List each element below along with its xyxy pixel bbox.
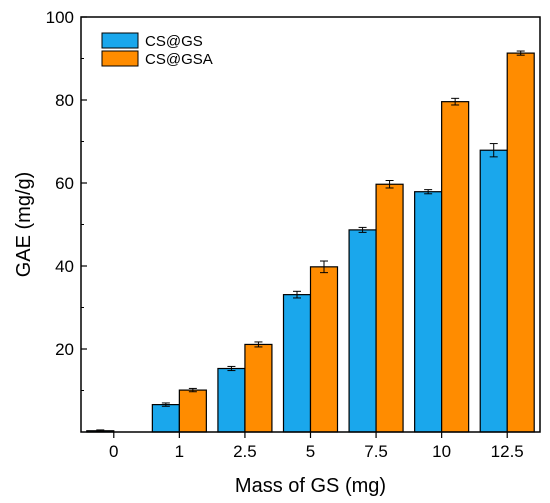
- bar-cs-gsa-12_5: [506, 52, 535, 433]
- error-bar-cs-gs-12_5: [489, 143, 498, 158]
- y-axis: 20 40 60 80 100: [46, 8, 87, 391]
- legend-swatch-cs-gsa: [101, 50, 139, 67]
- error-bar-cs-gs-2_5: [227, 365, 236, 372]
- bar-cs-gsa-2_5: [244, 343, 273, 433]
- bar-cs-gsa-7_5: [375, 183, 404, 433]
- y-tick-label: 80: [55, 91, 74, 110]
- error-bar-cs-gs-7_5: [358, 226, 367, 233]
- bar-cs-gsa-5: [309, 266, 339, 433]
- legend-label-cs-gs: CS@GS: [145, 33, 203, 50]
- x-tick-label: 2.5: [233, 442, 257, 461]
- bar-cs-gsa-1: [178, 389, 207, 433]
- error-bar-cs-gs-10: [424, 189, 433, 195]
- error-bars-layer: [96, 50, 525, 433]
- y-tick-label: 40: [55, 257, 74, 276]
- y-tick-label: 20: [55, 340, 74, 359]
- error-bar-cs-gsa-12_5: [516, 50, 525, 56]
- x-tick-label: 0: [109, 442, 118, 461]
- y-tick-label: 100: [46, 8, 74, 27]
- error-bar-cs-gsa-2_5: [254, 341, 263, 348]
- error-bar-cs-gsa-5: [320, 260, 328, 274]
- x-tick-label: 7.5: [364, 442, 388, 461]
- legend-swatch-cs-gs: [101, 32, 139, 49]
- x-tick-label: 5: [306, 442, 315, 461]
- bar-cs-gs-1: [151, 404, 180, 433]
- x-tick-label: 10: [432, 442, 451, 461]
- x-axis: 0 1 2.5 5 7.5 10 12.5: [109, 432, 524, 461]
- error-bar-cs-gsa-7_5: [385, 180, 394, 189]
- error-bar-cs-gs-1: [161, 402, 170, 407]
- bar-cs-gs-12_5: [479, 149, 508, 433]
- bar-cs-gs-5: [282, 294, 312, 433]
- bar-cs-gsa-10: [441, 101, 470, 433]
- error-bar-cs-gsa-10: [451, 97, 460, 106]
- legend-label-cs-gsa: CS@GSA: [145, 51, 213, 68]
- bar-cs-gs-7_5: [348, 229, 377, 433]
- bars-layer: [86, 52, 535, 433]
- legend: CS@GS CS@GSA: [101, 32, 213, 68]
- x-tick-label: 12.5: [491, 442, 524, 461]
- error-bar-cs-gsa-1: [188, 387, 197, 393]
- x-axis-title: Mass of GS (mg): [235, 475, 386, 497]
- error-bar-cs-gs-5: [293, 290, 301, 299]
- y-tick-label: 60: [55, 174, 74, 193]
- bar-cs-gs-2_5: [217, 367, 246, 433]
- y-axis-title: GAE (mg/g): [13, 172, 35, 278]
- x-tick-label: 1: [175, 442, 184, 461]
- bar-cs-gs-10: [414, 191, 443, 433]
